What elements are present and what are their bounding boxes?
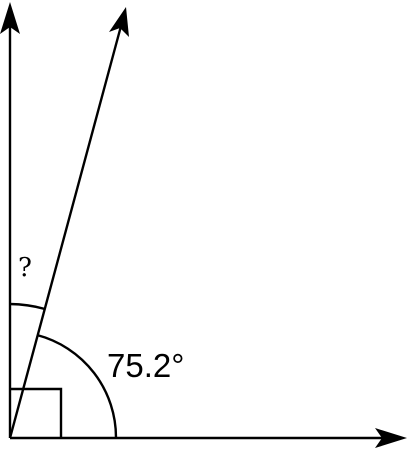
unknown-angle-label: ? [18, 253, 32, 283]
slanted-ray-arrowhead [109, 7, 129, 37]
slanted-ray [8, 25, 123, 439]
angle-label-75: 75.2° [107, 347, 184, 384]
vertical-ray-arrowhead [0, 2, 20, 34]
horizontal-ray-arrowhead [375, 428, 407, 448]
angle-arc-unknown [9, 302, 46, 311]
angle-arc-75 [36, 333, 118, 439]
right-angle-mark [10, 387, 63, 438]
